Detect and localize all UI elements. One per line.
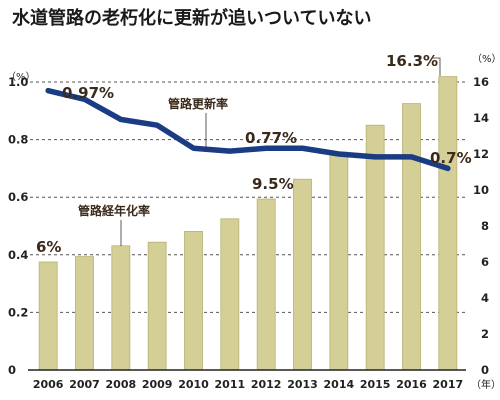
- point-renewal-2017: [445, 166, 451, 171]
- annotation-aging-2017: 16.3%: [386, 52, 438, 70]
- point-renewal-2013: [300, 146, 305, 151]
- bar-aging-2011: [220, 218, 240, 371]
- x-tick-label: 2013: [287, 378, 318, 391]
- left-tick-label: 0.6: [8, 190, 28, 204]
- bar-aging-2017: [438, 76, 458, 371]
- grid-layer: [30, 81, 466, 313]
- left-tick-label: 0.8: [8, 133, 28, 147]
- line-layer: [45, 87, 451, 172]
- annotation-aging-2006: 6%: [36, 238, 61, 256]
- point-renewal-2014: [336, 151, 342, 157]
- x-tick-label: 2011: [215, 378, 246, 391]
- point-renewal-2010: [191, 146, 196, 151]
- left-tick-label: 1.0: [8, 75, 28, 89]
- x-tick-label: 2016: [396, 378, 427, 391]
- x-tick-label: 2007: [69, 378, 100, 391]
- leader-line-2017: [432, 57, 441, 76]
- right-axis-unit: （%）: [472, 53, 500, 65]
- left-tick-label: 0: [8, 363, 16, 377]
- label-aging-rate: 管路経年化率: [78, 203, 150, 218]
- label-renewal-rate: 管路更新率: [168, 96, 228, 111]
- right-tick-label: 14: [473, 111, 489, 125]
- point-renewal-2016: [409, 154, 414, 160]
- x-tick-label: 2010: [178, 378, 209, 391]
- right-tick-label: 8: [481, 219, 489, 233]
- bar-aging-2012: [256, 198, 276, 371]
- annotation-rate-2012: 0.77%: [245, 129, 297, 147]
- left-axis-unit: （%）: [6, 71, 36, 83]
- bar-aging-2013: [293, 178, 312, 371]
- x-tick-label: 2012: [251, 378, 282, 391]
- line-renewal-rate: [45, 87, 451, 172]
- point-renewal-2006: [45, 88, 51, 93]
- bar-aging-2009: [147, 241, 167, 371]
- x-axis-unit: （年）: [471, 378, 500, 391]
- bar-aging-2006: [38, 261, 58, 371]
- x-tick-label: 2006: [33, 378, 64, 391]
- right-tick-label: 6: [481, 255, 489, 269]
- right-tick-label: 12: [473, 147, 489, 161]
- point-renewal-2008: [118, 117, 124, 122]
- right-tick-label: 16: [473, 75, 489, 89]
- bar-aging-2007: [75, 256, 94, 371]
- x-tick-label: 2008: [106, 378, 137, 391]
- bar-layer: [38, 76, 458, 371]
- x-tick-label: 2015: [360, 378, 391, 391]
- x-tick-label: 2009: [142, 378, 173, 391]
- point-renewal-2009: [154, 123, 160, 128]
- point-renewal-2015: [372, 154, 378, 160]
- point-renewal-2011: [227, 148, 233, 154]
- x-tick-label: 2014: [324, 378, 355, 391]
- left-tick-label: 0.2: [8, 305, 28, 319]
- bar-aging-2010: [184, 230, 203, 371]
- chart-title: 水道管路の老朽化に更新が追いついていない: [12, 7, 371, 29]
- bar-aging-2016: [402, 103, 421, 371]
- x-tick-label: 2017: [433, 378, 464, 391]
- annotation-aging-2012: 9.5%: [252, 175, 294, 193]
- right-tick-label: 2: [481, 327, 489, 341]
- point-renewal-2007: [82, 97, 87, 102]
- bar-aging-2014: [329, 151, 349, 371]
- left-tick-label: 0.4: [8, 248, 28, 262]
- annotation-rate-2017: 0.7%: [430, 149, 472, 167]
- annotation-rate-2006: 0.97%: [62, 84, 114, 102]
- right-tick-label: 10: [473, 183, 489, 197]
- right-tick-label: 0: [481, 363, 489, 377]
- right-tick-label: 4: [481, 291, 489, 305]
- bar-aging-2008: [111, 245, 131, 371]
- point-renewal-2012: [263, 146, 269, 151]
- bar-aging-2015: [365, 124, 385, 371]
